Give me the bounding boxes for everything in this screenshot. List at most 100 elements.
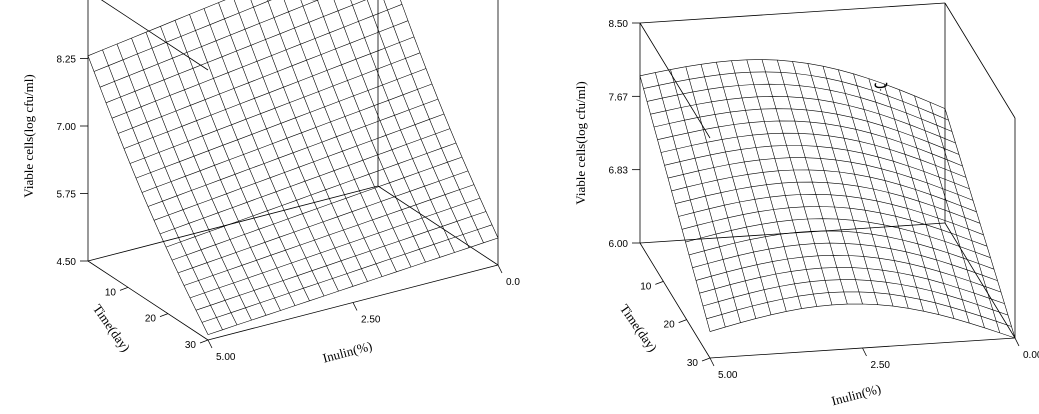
surface-grid-line [203, 8, 325, 297]
box-floor-edge [377, 185, 499, 266]
surface-grid-line [174, 20, 296, 306]
surface-grid-line [650, 96, 956, 144]
surface-grid-line [165, 142, 457, 248]
surface-grid-line [653, 108, 960, 155]
x-axis-label: Inulin(%) [830, 381, 883, 409]
surface-grid-line [685, 218, 991, 258]
surface-grid-line [201, 224, 493, 323]
surface-grid-line [692, 242, 998, 281]
surface-grid-line [233, 0, 354, 287]
x-axis-tick [709, 357, 715, 367]
surface-grid-line [674, 181, 981, 224]
surface-grid-line [218, 2, 339, 292]
surface-grid-line [141, 83, 433, 193]
surface-grid-line [99, 0, 319, 88]
z-tick-label: 5.75 [57, 190, 77, 201]
x-axis-tick [207, 339, 213, 349]
surface-grid-line [643, 71, 949, 121]
surface-grid-line [87, 0, 226, 57]
y-axis-label: Time(day) [617, 301, 660, 354]
surface-grid-line [639, 59, 946, 109]
surface-grid-line [646, 83, 953, 132]
surface-grid-line [145, 32, 267, 316]
surface-grid-line [183, 184, 475, 286]
surface-grid-line [123, 36, 415, 149]
z-tick-label: 7.67 [609, 92, 629, 103]
surface-grid-line [681, 206, 988, 247]
x-tick-label: 2.50 [361, 315, 381, 326]
surface-grid-line [660, 132, 967, 178]
panel-label: ب [873, 75, 888, 92]
z-tick-label: 6.00 [609, 239, 629, 250]
surface-grid-line [699, 267, 1005, 304]
surface-grid-line [366, 0, 470, 248]
box-top-edge [639, 22, 711, 139]
surface-grid-line [102, 49, 223, 330]
surface-grid-line [195, 211, 487, 311]
x-axis-tick [352, 302, 358, 311]
y-axis-tick [119, 286, 129, 291]
surface-grid-line [129, 52, 421, 164]
surface-grid-line [657, 120, 963, 167]
box-floor-edge [87, 185, 379, 262]
surface-grid-line [93, 0, 272, 72]
surface-grid-line [333, 0, 441, 258]
panel-label: الف [307, 0, 333, 3]
box-top-edge [639, 2, 946, 24]
box-floor-edge [944, 222, 1016, 339]
y-axis-label: Time(day) [90, 301, 133, 354]
surface-grid-line [153, 113, 445, 221]
surface-grid-line [189, 14, 310, 301]
surface-grid-line [350, 0, 455, 253]
box-floor-edge [639, 242, 711, 359]
surface-grid-line [688, 230, 995, 270]
z-tick-label: 8.25 [57, 55, 77, 66]
x-tick-label: 0.00 [506, 277, 520, 288]
surface-grid-line [678, 193, 984, 236]
y-tick-label: 10 [105, 287, 117, 298]
surface-grid-line [116, 43, 238, 326]
surface-grid-line [117, 20, 409, 134]
y-axis-tick [159, 313, 169, 318]
x-tick-label: 2.50 [871, 360, 891, 371]
surface-grid-line [695, 254, 1002, 293]
z-axis-label: Viable cells(log cfu/ml) [21, 74, 36, 197]
surface-grid-line [177, 170, 469, 274]
surface-grid-line [706, 291, 1012, 327]
surface-grid-line [283, 0, 397, 272]
y-tick-label: 30 [687, 358, 699, 369]
surface-grid-line [709, 303, 1016, 339]
box-floor-edge [87, 260, 209, 341]
y-axis-tick [655, 280, 664, 285]
surface-grid-line [135, 68, 427, 179]
surface-grid-line [160, 26, 281, 311]
surface-grid-line [131, 37, 252, 321]
x-tick-label: 0.00 [1023, 350, 1039, 361]
x-tick-label: 5.00 [216, 352, 236, 363]
surface-grid-line [159, 128, 451, 235]
surface-grid-line [664, 145, 970, 190]
y-axis-tick [199, 339, 209, 344]
z-tick-label: 4.50 [57, 257, 77, 268]
x-axis-tick [862, 347, 867, 357]
box-top-edge [100, 0, 209, 71]
y-tick-label: 10 [640, 281, 652, 292]
x-tick-label: 5.00 [718, 370, 738, 381]
box-top-edge [944, 2, 1016, 119]
surface-grid-line [111, 4, 403, 119]
surface-grid-line [105, 0, 367, 104]
y-axis-tick [701, 357, 711, 362]
x-axis-tick [1014, 337, 1020, 347]
surface-grid-line [207, 237, 499, 335]
z-axis-label: Viable cells(log cfu/ml) [573, 81, 588, 204]
y-axis-tick [678, 319, 687, 324]
surface-grid-line [702, 279, 1009, 316]
x-axis-tick [497, 264, 503, 274]
x-axis-label: Inulin(%) [321, 338, 374, 366]
surface-plot-right: 8.50 7.67 6.83 6.00 Viable cells(log cfu/ml)… [573, 2, 1039, 409]
surface-grid-line [267, 0, 383, 277]
z-tick-label: 8.50 [609, 19, 629, 30]
surface-grid-line [667, 157, 974, 201]
